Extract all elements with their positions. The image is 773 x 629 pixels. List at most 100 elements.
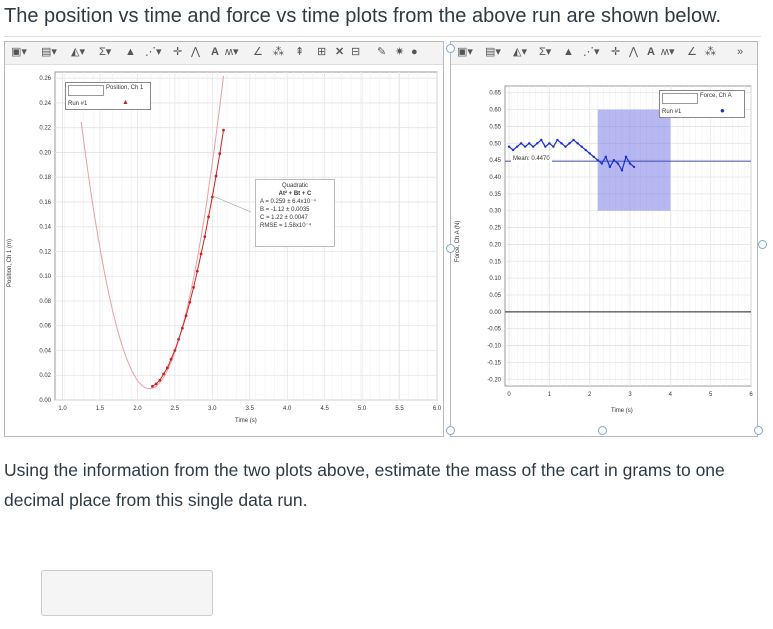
y-tick-label: 0.25 [489, 226, 501, 232]
data-point [628, 162, 632, 165]
highlight-icon[interactable]: ◭▾ [71, 46, 85, 58]
curve-fit-icon[interactable]: ⋰▾ [583, 46, 600, 58]
data-point [165, 366, 169, 370]
x-tick-label: 5 [709, 392, 713, 398]
x-tick-label: 2.5 [171, 406, 180, 412]
resize-handle[interactable] [758, 240, 767, 249]
y-tick-label: 0.65 [489, 91, 501, 97]
y-tick-label: -0.20 [487, 377, 501, 383]
resize-handle[interactable] [754, 426, 763, 435]
data-point [158, 378, 162, 382]
data-point [199, 252, 203, 256]
data-point [523, 145, 527, 148]
pin-icon[interactable]: ✎ [377, 46, 387, 58]
curve-fit-box[interactable]: Quadratic At² + Bt + C A = 0.259 ± 6.4x1… [255, 179, 335, 247]
scale-icon[interactable]: ⇞ [295, 46, 305, 58]
data-point [624, 155, 628, 158]
force-legend[interactable]: Force, Ch A Run #1 ● [659, 90, 745, 118]
legend-run: Run #1 [662, 109, 682, 115]
x-tick-label: 3 [628, 392, 632, 398]
y-tick-label: 0.35 [489, 192, 501, 198]
y-tick-label: 0.45 [489, 158, 501, 164]
more-icon[interactable]: » [737, 46, 744, 58]
add-point-icon[interactable]: ⁂ [273, 46, 284, 58]
y-tick-label: 0.04 [39, 348, 51, 354]
data-point [588, 152, 591, 155]
run-marker-icon: ▲ [122, 99, 129, 106]
data-point [616, 162, 620, 165]
x-tick-label: 0 [507, 392, 511, 398]
data-table-icon[interactable]: ▤▾ [41, 46, 57, 58]
y-tick-label: 0.15 [489, 259, 501, 265]
data-point [527, 142, 531, 145]
legend-swatch [68, 85, 104, 96]
data-point [632, 165, 636, 169]
x-tick-label: 1 [548, 392, 552, 398]
grid-icon[interactable]: ⊞ [317, 46, 327, 58]
force-chart[interactable]: -0.20 -0.15 -0.10 -0.05 0.00 0.05 0.10 0.15 0.20… [451, 42, 757, 436]
force-xlabel: Time (s) [611, 408, 633, 414]
data-point [544, 145, 547, 148]
data-point [540, 138, 543, 142]
delete-icon[interactable]: ✕ [335, 46, 345, 58]
y-tick-label: 0.00 [489, 310, 501, 316]
resize-handle[interactable] [446, 426, 455, 435]
annotation-icon[interactable]: A [211, 46, 219, 58]
force-ylabel: Force, Ch A (N) [455, 220, 461, 262]
data-point [169, 357, 173, 361]
fit-equation: At² + Bt + C [278, 191, 312, 197]
resize-handle[interactable] [598, 426, 607, 435]
settings-icon[interactable]: ✷ [395, 46, 405, 58]
wave-icon[interactable]: ʍ▾ [225, 46, 239, 58]
fit-a: A = 0.259 ± 6.4x10⁻⁴ [260, 199, 316, 205]
selection-region [597, 109, 671, 211]
slope-icon[interactable]: ⋀ [191, 46, 201, 58]
position-ylabel: Position, Ch 1 (m) [7, 238, 13, 287]
data-point [612, 158, 616, 162]
data-point [188, 300, 192, 304]
data-point [548, 142, 551, 145]
slope-icon[interactable]: ⋀ [629, 46, 639, 58]
run-marker-icon: ● [720, 106, 725, 115]
crosshair-icon[interactable]: ✛ [611, 46, 621, 58]
y-tick-label: 0.10 [489, 276, 501, 282]
legend-title: Position, Ch 1 [106, 85, 144, 91]
fit-b: B = -1.12 ± 0.0035 [260, 207, 310, 213]
x-tick-label: 5.5 [395, 406, 404, 412]
view-icon[interactable]: ● [411, 46, 418, 58]
graph-options-icon[interactable]: ▣▾ [457, 46, 473, 58]
highlight-icon[interactable]: ◭▾ [513, 46, 527, 58]
position-chart[interactable]: 0.00 0.02 0.04 0.06 0.08 0.10 0.12 0.14 0.16 0.18… [5, 42, 443, 436]
position-legend[interactable]: Position, Ch 1 Run #1 ▲ [65, 82, 151, 110]
layout-icon[interactable]: ⊟ [351, 46, 361, 58]
data-point [596, 158, 599, 162]
fit-title: Quadratic [281, 183, 308, 189]
answer-input[interactable] [41, 570, 213, 616]
y-tick-label: 0.10 [39, 274, 51, 280]
x-tick-label: 3.0 [208, 406, 217, 412]
triangle-icon[interactable]: ▲ [563, 46, 574, 58]
data-point [620, 169, 624, 172]
angle-icon[interactable]: ∠ [253, 46, 263, 58]
graph-options-icon[interactable]: ▣▾ [11, 46, 27, 58]
wave-icon[interactable]: ʍ▾ [661, 46, 675, 58]
data-table-icon[interactable]: ▤▾ [485, 46, 501, 58]
data-point [608, 165, 612, 169]
legend-title: Force, Ch A [700, 93, 732, 99]
annotation-icon[interactable]: A [647, 46, 655, 58]
triangle-icon[interactable]: ▲ [125, 46, 136, 58]
x-tick-label: 3.5 [246, 406, 255, 412]
statistics-icon[interactable]: Σ▾ [539, 46, 552, 58]
y-tick-label: 0.30 [489, 209, 501, 215]
add-point-icon[interactable]: ⁂ [705, 46, 716, 58]
resize-handle[interactable] [446, 244, 455, 253]
crosshair-icon[interactable]: ✛ [173, 46, 183, 58]
data-point [552, 145, 555, 148]
curve-fit-icon[interactable]: ⋰▾ [145, 46, 162, 58]
resize-handle[interactable] [446, 44, 455, 53]
fit-curve [80, 75, 224, 390]
angle-icon[interactable]: ∠ [687, 46, 697, 58]
data-point [207, 215, 210, 219]
statistics-icon[interactable]: Σ▾ [99, 46, 112, 58]
data-point [511, 148, 515, 152]
